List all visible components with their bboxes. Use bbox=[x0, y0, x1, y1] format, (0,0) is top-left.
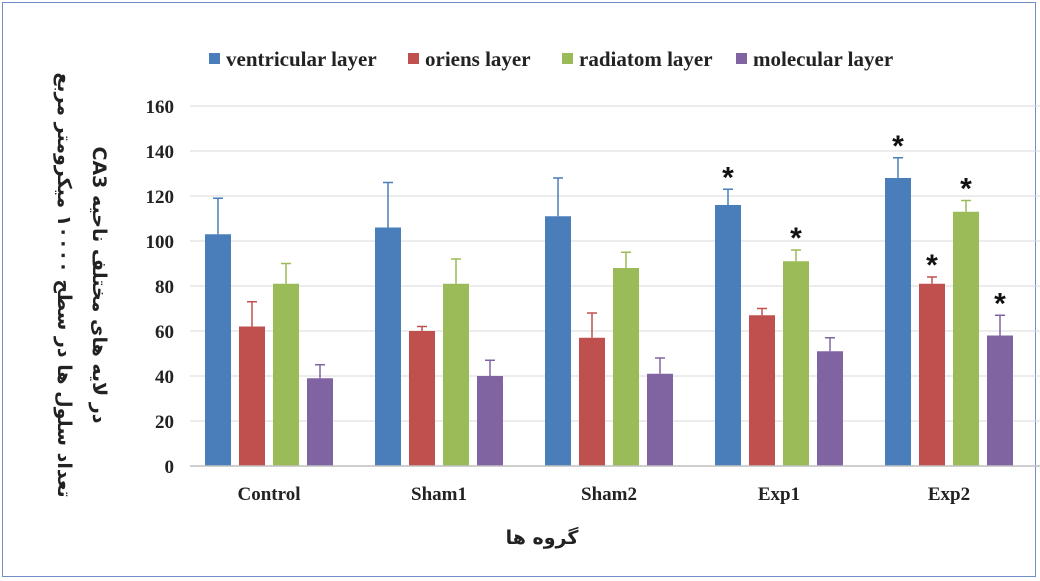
y-tick-label: 100 bbox=[146, 232, 175, 253]
bar-sham1-molecular-layer bbox=[477, 376, 503, 466]
y-tick-label: 0 bbox=[165, 457, 175, 478]
bar-sham1-oriens-layer bbox=[409, 331, 435, 466]
x-category-labels: Control Sham1 Sham2 Exp1 Exp2 bbox=[238, 484, 971, 505]
legend-label: ventricular layer bbox=[226, 47, 377, 71]
y-tick-label: 160 bbox=[146, 97, 175, 118]
bar-sham2-ventricular-layer bbox=[545, 216, 571, 466]
significance-star: * bbox=[790, 222, 802, 255]
bar-exp2-oriens-layer bbox=[919, 283, 945, 466]
error-bars bbox=[213, 157, 1005, 379]
legend-swatch bbox=[562, 53, 573, 64]
bar-exp2-molecular-layer bbox=[987, 335, 1013, 466]
significance-star: * bbox=[892, 130, 904, 163]
bar-control-radiatom-layer bbox=[273, 283, 299, 466]
x-axis-title: گروه ها bbox=[506, 526, 580, 549]
bar-sham2-radiatom-layer bbox=[613, 268, 639, 466]
y-tick-label: 80 bbox=[155, 277, 174, 298]
y-tick-label: 20 bbox=[155, 412, 174, 433]
bar-exp1-molecular-layer bbox=[817, 351, 843, 466]
bar-exp1-oriens-layer bbox=[749, 315, 775, 466]
significance-markers: * * * * * * bbox=[722, 130, 1006, 321]
y-tick-label: 60 bbox=[155, 322, 174, 343]
legend-swatch bbox=[408, 53, 419, 64]
bar-exp2-radiatom-layer bbox=[953, 211, 979, 466]
x-category-label: Sham2 bbox=[581, 484, 637, 505]
y-tick-label: 40 bbox=[155, 367, 174, 388]
y-axis-title-line1: تعداد سلول ها در سطح ۱۰۰۰۰ میکرومتر مربع bbox=[53, 72, 75, 497]
legend-swatch bbox=[736, 53, 747, 64]
bar-sham1-ventricular-layer bbox=[375, 227, 401, 466]
y-tick-labels: 0 20 40 60 80 100 120 140 160 bbox=[146, 97, 175, 478]
significance-star: * bbox=[960, 173, 972, 206]
legend-label: molecular layer bbox=[753, 47, 893, 71]
x-category-label: Sham1 bbox=[411, 484, 467, 505]
bar-control-molecular-layer bbox=[307, 378, 333, 466]
bar-control-ventricular-layer bbox=[205, 234, 231, 466]
y-axis-title-line2: در لایه های مختلف ناحیه CA3 bbox=[88, 147, 110, 424]
legend-label: oriens layer bbox=[425, 47, 531, 71]
significance-star: * bbox=[926, 249, 938, 282]
legend: ventricular layer oriens layer radiatom la… bbox=[209, 47, 893, 71]
bar-control-oriens-layer bbox=[239, 326, 265, 466]
x-category-label: Exp2 bbox=[928, 484, 970, 505]
bar-sham2-molecular-layer bbox=[647, 373, 673, 466]
bars bbox=[205, 178, 1013, 466]
legend-label: radiatom layer bbox=[579, 47, 713, 71]
x-category-label: Control bbox=[238, 484, 301, 505]
significance-star: * bbox=[722, 161, 734, 194]
significance-star: * bbox=[994, 287, 1006, 320]
bar-sham2-oriens-layer bbox=[579, 337, 605, 466]
y-tick-label: 120 bbox=[146, 187, 175, 208]
bar-sham1-radiatom-layer bbox=[443, 283, 469, 466]
y-tick-label: 140 bbox=[146, 142, 175, 163]
x-category-label: Exp1 bbox=[758, 484, 800, 505]
legend-swatch bbox=[209, 53, 220, 64]
bar-exp1-ventricular-layer bbox=[715, 205, 741, 466]
bar-exp2-ventricular-layer bbox=[885, 178, 911, 466]
bar-exp1-radiatom-layer bbox=[783, 261, 809, 466]
